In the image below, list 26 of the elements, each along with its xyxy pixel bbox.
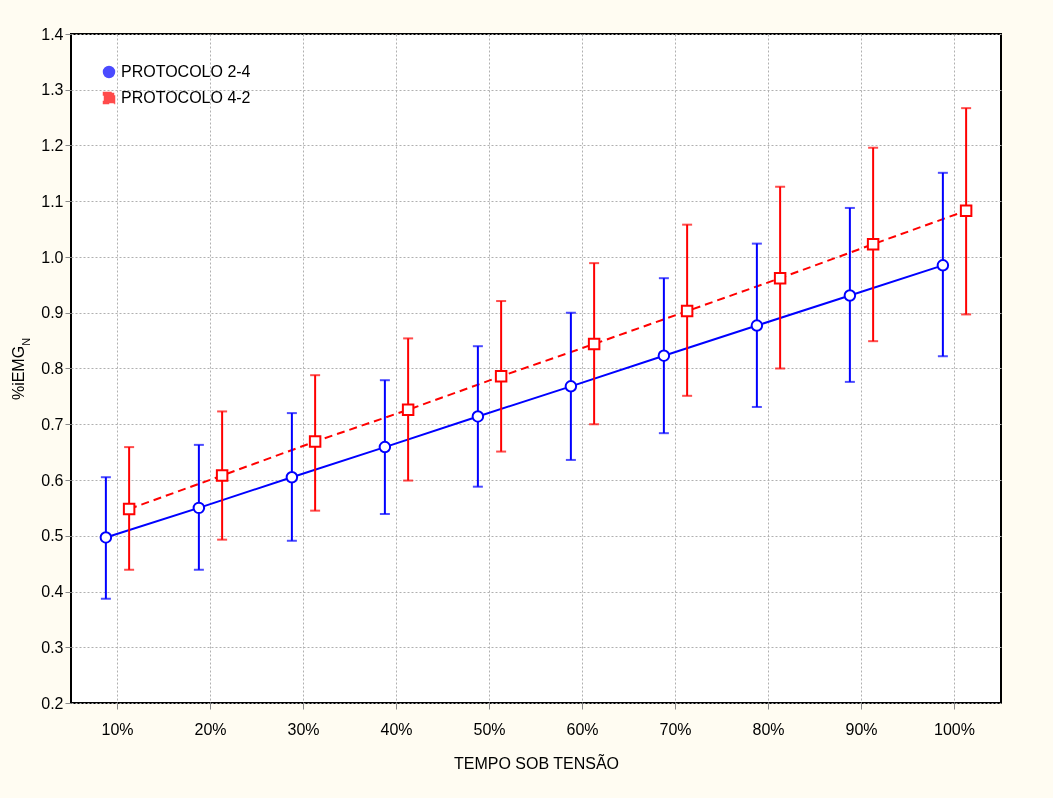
y-tick-label: 0.3	[41, 638, 64, 656]
y-tick-label: 1.2	[41, 137, 64, 154]
x-tick-label: 30%	[287, 720, 320, 738]
y-tick-label: 1.3	[41, 81, 64, 99]
x-tick-label: 10%	[101, 720, 134, 738]
y-tick-label: 1.1	[41, 192, 64, 210]
x-tick-label: 70%	[659, 720, 692, 738]
y-tick-label: 0.4	[41, 583, 64, 600]
legend-label: PROTOCOLO 4-2	[121, 89, 251, 106]
y-tick-label: 0.6	[41, 471, 64, 489]
x-tick-label: 90%	[845, 720, 878, 738]
y-tick-label: 0.9	[41, 304, 64, 322]
y-tick-label: 1.4	[41, 25, 64, 43]
y-tick-label: 0.8	[41, 360, 64, 377]
x-axis-title: TEMPO SOB TENSÃO	[453, 752, 620, 772]
x-tick-label: 60%	[566, 720, 599, 738]
y-tick-label: 0.5	[41, 527, 64, 545]
x-tick-label: 100%	[934, 720, 975, 738]
x-tick-label: 40%	[380, 720, 413, 738]
y-tick-label: 0.2	[41, 694, 64, 712]
x-tick-label: 50%	[473, 720, 506, 738]
y-tick-label: 1.0	[41, 248, 64, 266]
y-tick-label: 0.7	[41, 415, 64, 433]
x-tick-label: 20%	[194, 720, 227, 738]
x-tick-label: 80%	[752, 720, 785, 738]
legend-label: PROTOCOLO 2-4	[121, 63, 251, 80]
